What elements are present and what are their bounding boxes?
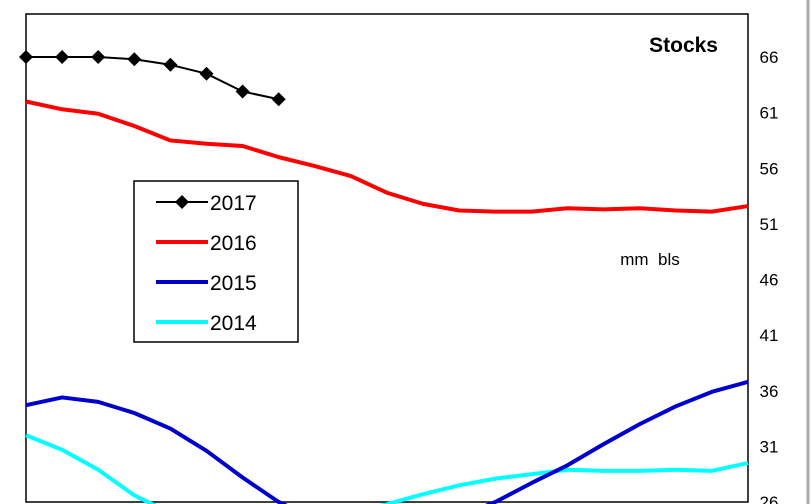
- legend: 2017 2016 2015 2014: [133, 180, 299, 343]
- series-line-2016: [25, 99, 749, 214]
- series-line-2015: [25, 379, 749, 504]
- legend-label-2017: 2017: [210, 192, 257, 215]
- data-point-2017: [127, 52, 142, 67]
- data-point-2017: [91, 50, 106, 64]
- legend-label-2016: 2016: [210, 232, 257, 255]
- legend-items: 2017 2016 2015 2014: [156, 192, 257, 335]
- series-line-2014: [25, 433, 749, 504]
- y-axis-ticks: 26 31 36 41 46 51 56 61 66: [760, 48, 779, 504]
- unit-label: mm bls: [620, 250, 680, 269]
- series-layer: [19, 50, 749, 504]
- data-point-2017: [55, 50, 70, 64]
- y-tick-label: 66: [760, 48, 779, 67]
- chart-title: Stocks: [649, 34, 718, 57]
- y-tick-label: 46: [760, 271, 779, 290]
- y-tick-label: 61: [760, 104, 779, 123]
- legend-label-2015: 2015: [210, 272, 257, 295]
- y-tick-label: 56: [760, 159, 779, 178]
- legend-marker-icon: [175, 195, 189, 209]
- y-tick-label: 31: [760, 437, 779, 456]
- y-tick-label: 51: [760, 215, 779, 234]
- data-point-2017: [163, 57, 178, 72]
- y-tick-label: 36: [760, 382, 779, 401]
- y-tick-label: 41: [760, 326, 779, 345]
- data-point-2017: [271, 92, 286, 107]
- legend-label-2014: 2014: [210, 312, 257, 335]
- y-tick-label: 26: [760, 493, 779, 504]
- data-point-2017: [235, 84, 250, 99]
- data-point-2017: [19, 50, 33, 64]
- legend-box: [133, 180, 299, 343]
- data-point-2017: [199, 66, 214, 81]
